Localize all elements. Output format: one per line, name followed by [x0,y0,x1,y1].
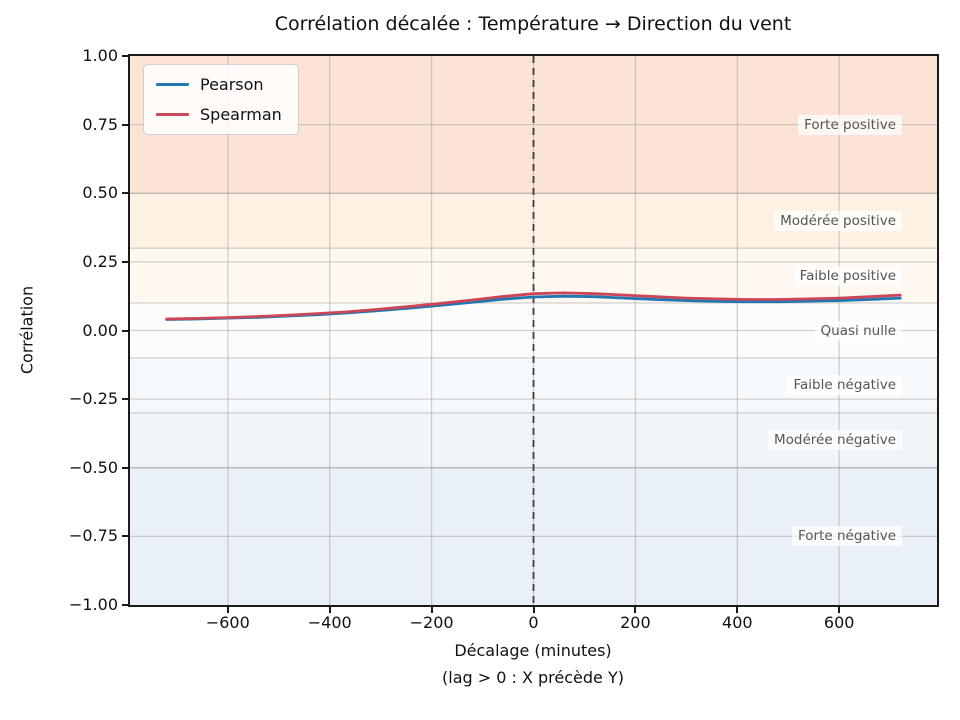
y-tick-mark [122,123,128,126]
x-axis-label: Décalage (minutes) [454,641,612,660]
x-tick-label: −600 [205,613,250,632]
series-line-spearman [165,291,902,321]
legend-item-spearman: Spearman [156,105,282,124]
y-tick-mark [122,55,128,57]
y-axis-label: Corrélation [17,285,37,375]
legend-label: Spearman [200,105,282,124]
legend: Pearson Spearman [143,64,299,135]
x-tick-mark [532,607,535,613]
y-tick-label: −0.50 [68,457,118,477]
x-axis-sublabel: (lag > 0 : X précède Y) [442,668,624,687]
y-tick-label: 0.25 [82,251,118,271]
y-tick-label: 1.00 [82,46,118,65]
x-tick-mark [838,607,841,613]
x-tick-label: −200 [409,613,454,632]
x-tick-label: 600 [823,613,855,632]
x-tick-label: 400 [722,613,753,632]
x-tick-mark [736,607,739,613]
y-tick-label: −0.75 [68,526,118,546]
x-tick-label: 200 [620,613,651,632]
band-label: Modérée positive [774,210,902,231]
band-label: Forte négative [791,526,902,547]
band-label: Faible positive [793,265,902,286]
y-tick-mark [122,398,128,401]
x-tick-mark [430,607,433,613]
y-tick-label: 0.00 [82,320,118,340]
x-tick-mark [226,607,229,613]
y-tick-label: −0.25 [68,389,118,409]
x-tick-mark [328,607,331,613]
x-tick-label: 0 [528,613,539,632]
band-label: Modérée négative [768,430,902,451]
chart-title: Corrélation décalée : Température → Dire… [274,13,792,35]
x-tick-mark [634,607,637,613]
y-tick-mark [122,329,128,332]
y-tick-mark [122,466,128,469]
band-label: Forte positive [798,114,902,135]
y-tick-mark [122,535,128,538]
band-label: Quasi nulle [814,320,902,341]
y-tick-label: −1.00 [68,595,118,614]
y-tick-mark [122,192,128,195]
x-tick-label: −400 [307,613,352,632]
legend-label: Pearson [200,75,264,94]
chart-canvas [130,56,937,605]
y-tick-mark [122,604,128,606]
band-label: Faible négative [787,375,902,396]
plot-area [128,54,939,607]
legend-line-swatch [156,83,189,86]
legend-line-swatch [156,113,189,116]
y-tick-label: 0.50 [82,183,118,203]
y-tick-mark [122,260,128,263]
y-tick-label: 0.75 [82,114,118,134]
legend-item-pearson: Pearson [156,75,282,94]
